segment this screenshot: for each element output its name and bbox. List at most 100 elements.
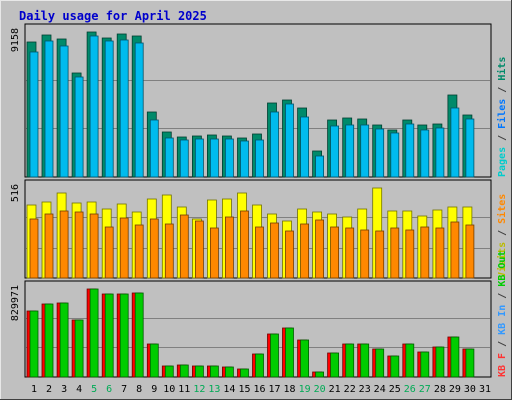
day-label: 18 bbox=[283, 384, 295, 395]
day-label: 31 bbox=[479, 384, 491, 395]
bar-kb-out bbox=[29, 310, 39, 378]
bar-kb-out bbox=[74, 319, 84, 378]
bar-kb-out bbox=[179, 364, 189, 378]
legend-item: / bbox=[497, 224, 508, 242]
bar-files bbox=[345, 124, 355, 178]
bar-kb-out bbox=[119, 293, 129, 378]
bar-kb-out bbox=[164, 365, 174, 378]
day-label: 29 bbox=[449, 384, 461, 395]
day-label: 9 bbox=[151, 384, 157, 395]
bar-files bbox=[465, 118, 475, 178]
legend-item: KB F bbox=[497, 353, 508, 377]
bar-sites bbox=[255, 226, 264, 279]
bar-sites bbox=[240, 210, 249, 279]
bar-files bbox=[74, 76, 84, 178]
bar-files bbox=[224, 138, 234, 178]
day-label: 12 bbox=[193, 384, 205, 395]
bar-sites bbox=[164, 223, 174, 279]
bar-sites bbox=[465, 224, 475, 279]
bar-files bbox=[59, 45, 69, 178]
bar-files bbox=[450, 107, 460, 178]
bar-files bbox=[44, 40, 54, 178]
bar-sites bbox=[435, 227, 445, 279]
bar-files bbox=[435, 127, 445, 178]
bar-sites bbox=[74, 211, 84, 279]
axis-max-label: 9158 bbox=[10, 28, 21, 52]
day-label: 16 bbox=[253, 384, 265, 395]
bar-sites bbox=[450, 221, 460, 279]
bar-files bbox=[104, 40, 114, 178]
bar-files bbox=[300, 116, 310, 178]
bar-files bbox=[179, 139, 189, 178]
bar-files bbox=[390, 132, 400, 178]
bar-kb-out bbox=[89, 288, 99, 378]
axis-max-label: 829971 bbox=[10, 285, 21, 321]
bar-kb-out bbox=[315, 371, 325, 378]
bar-files bbox=[270, 111, 279, 178]
bar-files bbox=[149, 119, 159, 178]
bar-files bbox=[164, 137, 174, 178]
bar-kb-out bbox=[104, 293, 114, 378]
legend: Pages / Files / Hits bbox=[496, 57, 508, 177]
bar-kb-out bbox=[270, 333, 279, 378]
day-label: 28 bbox=[434, 384, 446, 395]
bar-sites bbox=[390, 227, 400, 279]
bar-kb-out bbox=[134, 292, 144, 378]
legend-item: Pages bbox=[497, 147, 508, 177]
bar-files bbox=[240, 140, 249, 178]
legend-item: / bbox=[497, 81, 508, 99]
bar-kb-out bbox=[405, 343, 415, 378]
bar-sites bbox=[360, 229, 370, 279]
bar-kb-out bbox=[209, 365, 219, 378]
bar-kb-out bbox=[285, 327, 294, 378]
day-label: 4 bbox=[76, 384, 82, 395]
day-label: 24 bbox=[374, 384, 386, 395]
bar-kb-out bbox=[44, 303, 54, 378]
bar-kb-out bbox=[375, 348, 385, 378]
day-label: 22 bbox=[344, 384, 356, 395]
day-label: 15 bbox=[238, 384, 250, 395]
legend: Visits / Sites bbox=[496, 194, 508, 278]
day-label: 3 bbox=[61, 384, 67, 395]
bar-kb-out bbox=[330, 352, 340, 378]
bar-sites bbox=[29, 218, 39, 279]
bar-kb-out bbox=[435, 346, 445, 378]
legend-item: Hits bbox=[496, 57, 508, 81]
bar-files bbox=[285, 103, 294, 178]
bar-sites bbox=[375, 230, 385, 279]
day-label: 27 bbox=[419, 384, 431, 395]
bar-sites bbox=[330, 226, 340, 279]
legend: KB F / KB In / KB Out bbox=[497, 251, 508, 377]
bar-sites bbox=[179, 214, 189, 279]
bar-kb-out bbox=[300, 339, 310, 378]
bar-files bbox=[420, 129, 430, 178]
day-label: 20 bbox=[314, 384, 326, 395]
bar-files bbox=[255, 139, 264, 178]
bar-kb-out bbox=[194, 365, 204, 378]
bar-sites bbox=[194, 220, 204, 279]
day-label: 21 bbox=[329, 384, 341, 395]
bar-files bbox=[89, 35, 99, 178]
bar-sites bbox=[405, 229, 415, 279]
bar-sites bbox=[59, 210, 69, 279]
bar-files bbox=[134, 42, 144, 178]
bar-files bbox=[119, 39, 129, 178]
bar-kb-out bbox=[465, 348, 475, 378]
bar-kb-out bbox=[390, 355, 400, 378]
legend-item: Files bbox=[496, 99, 508, 129]
day-label: 1 bbox=[31, 384, 37, 395]
bar-sites bbox=[134, 224, 144, 279]
day-label: 11 bbox=[178, 384, 190, 395]
bar-kb-out bbox=[420, 351, 430, 378]
bar-sites bbox=[345, 227, 355, 279]
legend-item: KB In bbox=[497, 305, 508, 335]
bar-files bbox=[315, 155, 325, 178]
bar-kb-out bbox=[149, 343, 159, 378]
bar-sites bbox=[149, 218, 159, 279]
day-label: 17 bbox=[268, 384, 280, 395]
day-labels: 1 2 3 4 5 6 7 8 9 10 11 12 13 14 15 16 17 18 19 20 21 22 23 24 2… bbox=[31, 384, 491, 395]
bar-files bbox=[194, 138, 204, 178]
bar-sites bbox=[89, 213, 99, 279]
